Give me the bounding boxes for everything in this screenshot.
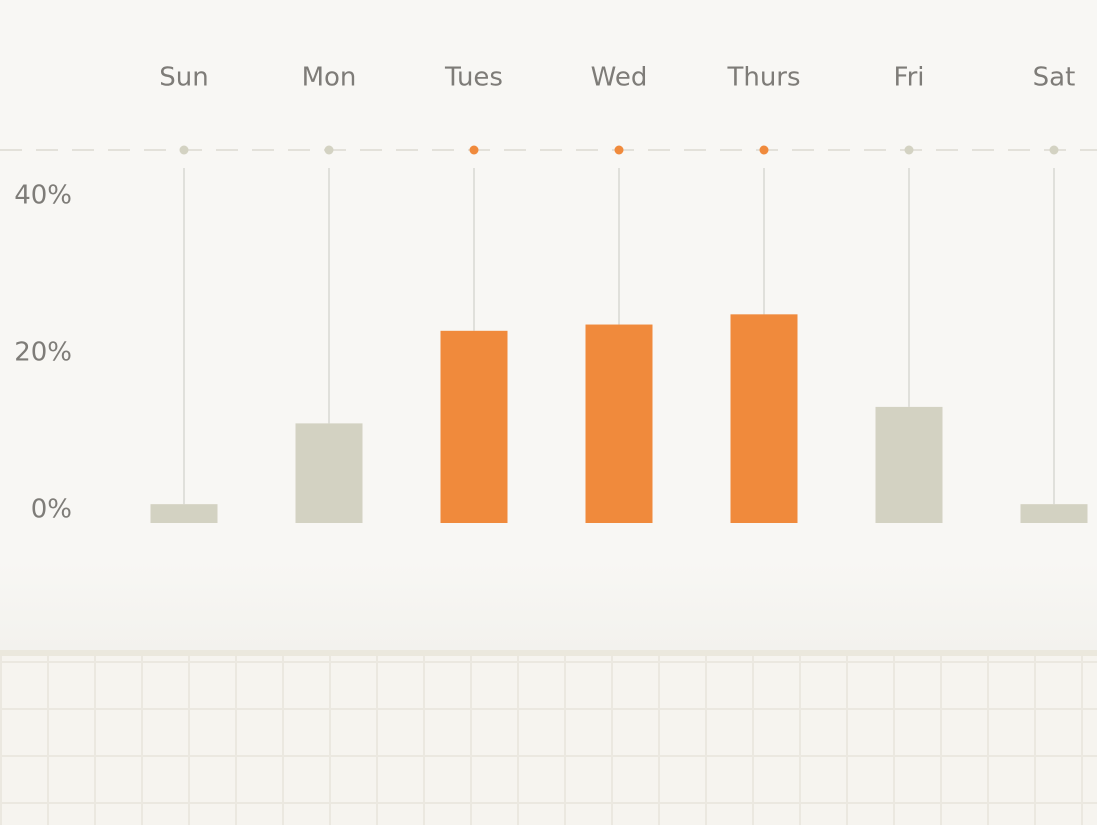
bar [585, 324, 653, 523]
floor-grid [0, 650, 1097, 825]
bar [875, 406, 943, 523]
top-dot [324, 145, 334, 155]
bar [150, 504, 218, 523]
top-dot [904, 145, 914, 155]
bar [295, 423, 363, 523]
x-tick-label: Fri [894, 63, 925, 93]
y-tick-label: 20% [14, 338, 72, 368]
x-tick-label: Tues [444, 63, 503, 93]
x-tick-label: Mon [302, 63, 357, 93]
top-dot [179, 145, 189, 155]
x-tick-label: Thurs [726, 63, 800, 93]
shade [0, 560, 1097, 650]
bar [730, 314, 798, 523]
x-tick-label: Sun [159, 63, 208, 93]
x-tick-label: Wed [591, 63, 648, 93]
top-dot [759, 145, 769, 155]
top-dot [614, 145, 624, 155]
top-dot [469, 145, 479, 155]
y-tick-label: 0% [31, 495, 72, 525]
bar [440, 330, 508, 523]
y-tick-label: 40% [14, 181, 72, 211]
top-dot [1049, 145, 1059, 155]
x-tick-label: Sat [1033, 63, 1076, 93]
bar [1020, 504, 1088, 523]
